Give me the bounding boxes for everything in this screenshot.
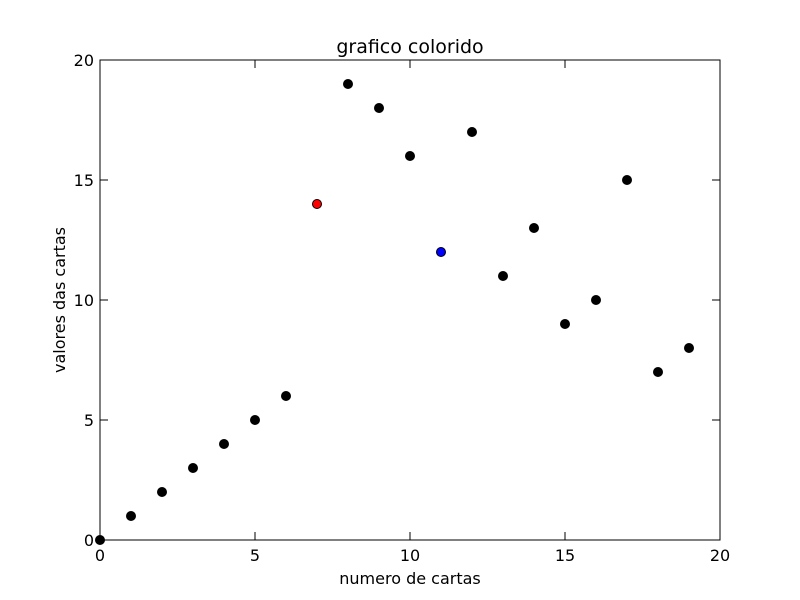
data-point: [467, 127, 477, 137]
data-point: [436, 247, 446, 257]
data-point: [498, 271, 508, 281]
y-axis-tick-labels: 0 5 10 15 20: [74, 51, 94, 550]
y-tick-label: 10: [74, 291, 94, 310]
x-tick-label: 15: [555, 546, 575, 565]
data-point: [405, 151, 415, 161]
x-tick-label: 5: [250, 546, 260, 565]
data-point: [560, 319, 570, 329]
chart-title: grafico colorido: [336, 36, 483, 58]
y-tick-label: 5: [84, 411, 94, 430]
data-point: [157, 487, 167, 497]
data-point: [188, 463, 198, 473]
y-tick-label: 15: [74, 171, 94, 190]
y-tick-label: 0: [84, 531, 94, 550]
y-axis-label: valores das cartas: [50, 227, 69, 373]
data-point: [250, 415, 260, 425]
data-point: [591, 295, 601, 305]
data-point: [343, 79, 353, 89]
data-point: [281, 391, 291, 401]
x-axis-label: numero de cartas: [339, 569, 481, 588]
data-point: [622, 175, 632, 185]
data-point: [653, 367, 663, 377]
x-tick-label: 0: [95, 546, 105, 565]
data-point: [312, 199, 322, 209]
data-points: [95, 79, 694, 545]
x-axis-tick-labels: 0 5 10 15 20: [95, 546, 730, 565]
data-point: [95, 535, 105, 545]
plot-area-frame: [99, 59, 721, 541]
y-tick-label: 20: [74, 51, 94, 70]
data-point: [684, 343, 694, 353]
x-tick-label: 20: [710, 546, 730, 565]
data-point: [219, 439, 229, 449]
x-tick-label: 10: [400, 546, 420, 565]
data-point: [529, 223, 539, 233]
data-point: [126, 511, 136, 521]
data-point: [374, 103, 384, 113]
